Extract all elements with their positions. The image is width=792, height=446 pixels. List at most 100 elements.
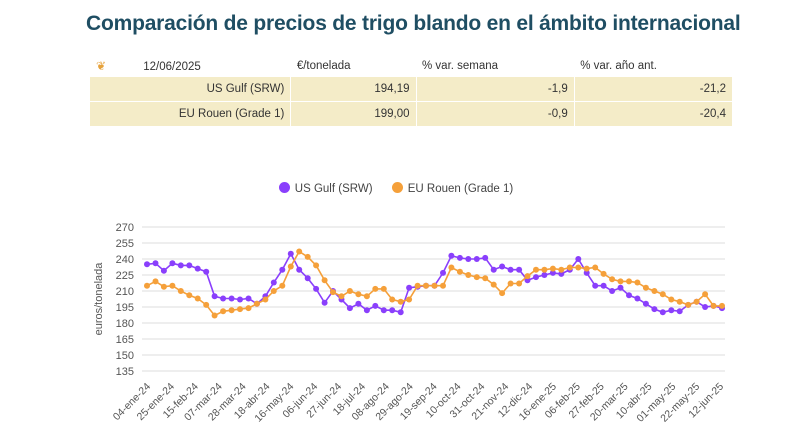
data-point-us xyxy=(626,292,632,299)
legend-item-us[interactable]: US Gulf (SRW) xyxy=(278,182,373,195)
data-point-us xyxy=(549,269,556,276)
data-point-eu xyxy=(304,253,311,260)
row-price: 199,00 xyxy=(290,101,417,126)
data-point-eu xyxy=(321,277,328,284)
data-point-eu xyxy=(685,301,692,308)
data-point-us xyxy=(397,309,404,316)
data-point-us xyxy=(516,266,523,273)
data-point-eu xyxy=(549,265,556,272)
data-point-eu xyxy=(270,288,277,294)
data-point-us xyxy=(465,256,472,262)
y-tick-label: 270 xyxy=(116,222,134,234)
y-tick-label: 210 xyxy=(116,286,134,298)
data-point-eu xyxy=(473,274,480,281)
data-point-eu xyxy=(152,278,159,285)
data-point-eu xyxy=(177,288,184,294)
data-point-us xyxy=(482,254,489,261)
data-point-eu xyxy=(558,266,565,273)
data-point-eu xyxy=(169,282,176,289)
y-tick-label: 150 xyxy=(116,350,134,362)
data-point-eu xyxy=(456,268,463,275)
data-point-us xyxy=(440,269,446,276)
data-point-us xyxy=(600,282,607,289)
data-point-eu xyxy=(313,262,320,269)
data-point-eu xyxy=(431,282,438,289)
data-point-us xyxy=(363,307,370,314)
y-tick-label: 195 xyxy=(116,302,134,314)
data-point-us xyxy=(304,275,311,282)
data-point-us xyxy=(448,252,455,259)
data-point-eu xyxy=(211,312,218,319)
data-point-eu xyxy=(160,283,167,290)
data-point-eu xyxy=(338,293,345,300)
data-point-us xyxy=(194,265,201,272)
data-point-eu xyxy=(490,281,497,288)
data-point-eu xyxy=(583,265,590,272)
data-point-us xyxy=(169,260,176,267)
data-point-eu xyxy=(609,276,616,283)
legend-item-eu[interactable]: EU Rouen (Grade 1) xyxy=(391,182,513,195)
y-tick-label: 180 xyxy=(116,318,134,330)
table-header-date: ❦ 12/06/2025 xyxy=(96,59,201,73)
data-point-us xyxy=(177,262,184,269)
data-point-eu xyxy=(533,266,539,273)
y-tick-label: 135 xyxy=(116,366,134,378)
data-point-eu xyxy=(524,273,531,280)
y-tick-label: 225 xyxy=(116,270,134,282)
data-point-us xyxy=(406,284,413,291)
data-point-us xyxy=(592,282,599,289)
data-point-eu xyxy=(626,278,632,285)
data-point-us xyxy=(456,254,463,261)
row-price: 194,19 xyxy=(290,77,417,102)
data-point-us xyxy=(575,256,582,262)
data-point-us xyxy=(541,272,548,278)
data-point-us xyxy=(287,250,294,257)
data-point-eu xyxy=(194,295,201,302)
data-point-us xyxy=(228,295,235,302)
chart-title: Comparación de precios de trigo blando e… xyxy=(86,12,741,35)
data-point-us xyxy=(211,293,218,300)
data-point-us xyxy=(346,305,353,312)
data-point-eu xyxy=(186,292,193,299)
data-point-eu xyxy=(287,263,294,270)
data-point-us xyxy=(380,307,387,314)
data-point-us xyxy=(524,277,531,284)
data-point-eu xyxy=(516,280,523,287)
data-point-eu xyxy=(423,282,429,289)
data-point-eu xyxy=(659,291,666,298)
data-point-eu xyxy=(482,275,489,282)
data-point-us xyxy=(609,288,616,294)
data-point-us xyxy=(355,300,362,307)
data-point-eu xyxy=(372,285,379,292)
data-point-eu xyxy=(237,306,243,313)
data-point-us xyxy=(473,256,480,262)
row-week-change: -0,9 xyxy=(416,101,575,126)
data-point-eu xyxy=(693,298,700,305)
row-year-change: -20,4 xyxy=(574,101,734,126)
data-point-eu xyxy=(507,280,514,287)
data-point-eu xyxy=(144,282,150,289)
data-point-eu xyxy=(575,264,582,271)
row-week-change: -1,9 xyxy=(416,77,575,102)
data-point-eu xyxy=(566,264,573,271)
data-point-eu xyxy=(262,296,269,303)
data-point-us xyxy=(245,295,252,302)
data-point-eu xyxy=(363,293,370,300)
data-point-eu xyxy=(414,282,421,289)
y-tick-label: 255 xyxy=(116,238,134,250)
data-point-us xyxy=(668,307,675,314)
data-point-us xyxy=(642,300,649,307)
data-point-eu xyxy=(220,308,227,315)
data-point-eu xyxy=(702,291,709,298)
data-point-us xyxy=(533,274,539,281)
data-point-eu xyxy=(397,298,404,305)
data-point-eu xyxy=(719,302,725,309)
data-point-us xyxy=(279,266,286,273)
data-point-eu xyxy=(710,302,717,309)
data-point-eu xyxy=(330,289,336,296)
chart-legend: US Gulf (SRW) EU Rouen (Grade 1) xyxy=(0,182,792,195)
data-point-eu xyxy=(296,248,303,255)
table-header-year: % var. año ant. xyxy=(580,60,657,72)
data-point-eu xyxy=(203,301,210,308)
